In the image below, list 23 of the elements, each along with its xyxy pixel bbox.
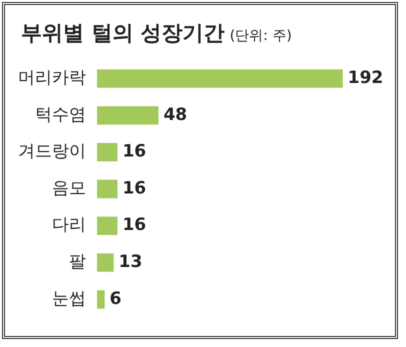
y-tick-label: 머리카락 [18, 68, 86, 88]
chart-subtitle: (단위: 주) [230, 28, 292, 44]
data-label: 192 [348, 68, 384, 88]
chart-title: 부위별 털의 성장기간 [21, 21, 225, 45]
bar [97, 290, 105, 309]
y-tick-label: 다리 [52, 215, 86, 236]
data-label: 6 [110, 288, 122, 309]
data-label: 48 [163, 104, 188, 125]
y-tick-label: 팔 [69, 252, 86, 272]
bar [97, 143, 118, 162]
y-tick-label: 눈썹 [52, 288, 86, 309]
data-label: 13 [118, 252, 142, 272]
y-tick-label: 턱수염 [35, 104, 86, 125]
bar [97, 106, 158, 125]
data-label: 16 [122, 215, 146, 236]
y-tick-label: 음모 [52, 178, 86, 198]
bar [97, 253, 114, 272]
data-label: 16 [122, 142, 146, 162]
bar [97, 216, 118, 235]
y-tick-label: 겨드랑이 [18, 142, 86, 162]
bar [97, 180, 118, 198]
bar [97, 69, 343, 88]
data-label: 16 [122, 178, 146, 198]
